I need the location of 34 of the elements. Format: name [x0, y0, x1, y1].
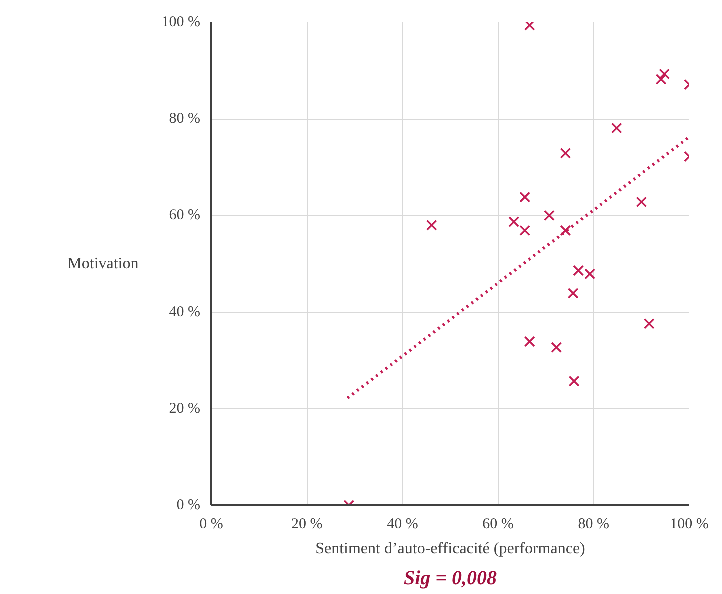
y-axis-title: Motivation [68, 256, 139, 272]
point [520, 225, 531, 236]
x-tick-label: 60 % [482, 516, 514, 532]
x-tick-label: 40 % [387, 516, 418, 532]
y-tick-label: 0 % [176, 498, 201, 514]
point [551, 342, 562, 354]
point [611, 122, 622, 134]
point [560, 148, 572, 159]
point [524, 22, 536, 31]
point [584, 268, 596, 280]
x-tick-label: 100 % [670, 516, 709, 532]
y-tick-label: 20 % [169, 400, 201, 417]
point [520, 192, 531, 203]
point [544, 210, 555, 222]
text: Sig = 0,008 [404, 568, 498, 590]
point [426, 220, 438, 231]
point [568, 288, 579, 299]
point [560, 225, 572, 236]
y-tick-label: 40 % [169, 304, 201, 320]
x-tick-label: 0 % [200, 516, 224, 532]
x-tick-label: 80 % [578, 516, 610, 532]
point [659, 68, 670, 80]
x-tick-label: 20 % [291, 516, 323, 532]
y-tick-label: 80 % [169, 111, 201, 128]
point [524, 336, 536, 348]
point [636, 196, 648, 208]
point [656, 74, 667, 85]
point [508, 216, 520, 228]
y-tick-label: 100 % [162, 14, 201, 30]
point [644, 318, 655, 330]
point [568, 376, 580, 387]
x-axis-title: Sentiment d’auto-efficacité (performance) [316, 540, 586, 558]
y-tick-label: 60 % [169, 208, 201, 224]
point [573, 265, 584, 276]
